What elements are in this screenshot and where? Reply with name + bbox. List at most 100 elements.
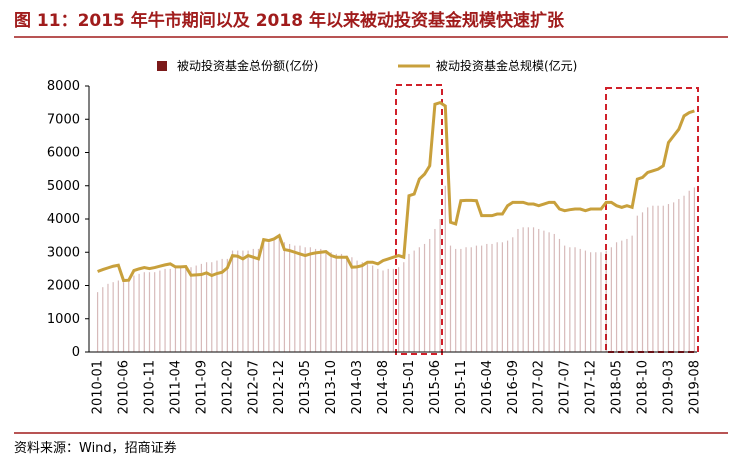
bar xyxy=(418,247,420,352)
x-tick-label: 2012-07 xyxy=(246,360,261,414)
x-tick-label: 2017-07 xyxy=(558,360,573,414)
bar xyxy=(444,185,446,352)
bar xyxy=(413,250,415,352)
bar xyxy=(96,292,99,352)
y-tick-label: 2000 xyxy=(47,279,80,294)
bar xyxy=(273,240,275,352)
bar xyxy=(356,260,358,352)
legend-label: 被动投资基金总份额(亿份) xyxy=(177,58,318,73)
bar xyxy=(247,250,249,352)
bar xyxy=(361,262,363,352)
bar xyxy=(289,243,291,352)
x-tick-label: 2010-01 xyxy=(91,360,106,414)
bar xyxy=(221,258,223,352)
x-tick-label: 2019-08 xyxy=(687,360,702,414)
bar xyxy=(657,205,659,352)
bar xyxy=(387,268,389,352)
bar xyxy=(615,242,618,352)
bar xyxy=(185,267,187,352)
bar xyxy=(584,250,587,352)
bar xyxy=(678,199,680,352)
bar xyxy=(522,227,524,352)
bar xyxy=(195,265,197,352)
bar xyxy=(636,215,638,352)
bar xyxy=(205,262,208,352)
x-tick-label: 2013-05 xyxy=(298,360,313,414)
legend-label: 被动投资基金总规模(亿元) xyxy=(436,58,577,73)
bar xyxy=(122,282,125,352)
bar xyxy=(211,262,213,352)
bar xyxy=(512,237,514,352)
x-tick-label: 2011-04 xyxy=(168,360,183,414)
bar xyxy=(423,243,426,352)
x-tick-label: 2016-09 xyxy=(506,360,521,414)
x-tick-label: 2010-11 xyxy=(142,360,157,414)
bar xyxy=(475,245,478,352)
bar xyxy=(626,238,628,352)
chart-title: 图 11：2015 年牛市期间以及 2018 年以来被动投资基金规模快速扩张 xyxy=(14,10,565,31)
bar xyxy=(595,252,597,352)
bar xyxy=(200,263,202,352)
bar xyxy=(190,267,192,352)
bar xyxy=(226,258,228,352)
bar xyxy=(652,205,654,352)
bar xyxy=(610,247,612,352)
bar xyxy=(548,232,550,352)
y-tick-label: 6000 xyxy=(47,146,80,161)
bar xyxy=(605,250,607,352)
x-tick-label: 2013-10 xyxy=(324,360,339,414)
x-tick-label: 2017-12 xyxy=(584,360,599,414)
bar xyxy=(278,238,280,352)
x-tick-label: 2014-03 xyxy=(350,360,365,414)
x-tick-label: 2010-06 xyxy=(117,360,132,414)
bar xyxy=(517,228,519,352)
bar xyxy=(449,245,452,352)
bar xyxy=(304,247,306,352)
x-tick-label: 2015-06 xyxy=(428,360,443,414)
bar xyxy=(397,267,400,352)
bar xyxy=(133,275,135,352)
legend-swatch xyxy=(157,61,167,71)
bar xyxy=(434,228,436,352)
x-tick-label: 2015-01 xyxy=(402,360,417,414)
bar xyxy=(553,233,555,352)
bar xyxy=(309,247,311,352)
source: 资料来源：Wind，招商证券 xyxy=(14,440,177,456)
bar xyxy=(320,248,322,352)
bar xyxy=(351,257,353,352)
bar xyxy=(257,248,260,352)
y-tick-label: 7000 xyxy=(47,112,80,127)
bar xyxy=(107,283,109,352)
y-tick-label: 8000 xyxy=(47,79,80,94)
bar xyxy=(392,268,395,352)
x-tick-label: 2018-10 xyxy=(636,360,651,414)
bar xyxy=(439,219,441,352)
bar xyxy=(268,242,270,352)
bar xyxy=(600,252,602,352)
bar xyxy=(330,252,332,352)
bar xyxy=(346,255,348,352)
bar xyxy=(154,272,156,352)
bar xyxy=(506,240,509,352)
bar xyxy=(569,247,571,352)
x-tick-label: 2014-08 xyxy=(376,360,391,414)
bar xyxy=(532,227,535,352)
y-tick-label: 0 xyxy=(72,345,80,360)
bar xyxy=(102,287,104,352)
bar xyxy=(460,248,462,352)
bar xyxy=(174,267,177,352)
bar xyxy=(382,270,384,352)
bar xyxy=(159,270,161,352)
bar xyxy=(486,243,488,352)
bar xyxy=(403,262,405,352)
y-tick-label: 1000 xyxy=(47,312,80,327)
bar xyxy=(148,272,151,352)
bar xyxy=(429,238,431,352)
bar xyxy=(543,230,545,352)
y-tick-label: 5000 xyxy=(47,179,80,194)
bar xyxy=(693,187,696,352)
bar xyxy=(237,250,239,352)
bar xyxy=(579,248,581,352)
bar xyxy=(683,195,685,352)
